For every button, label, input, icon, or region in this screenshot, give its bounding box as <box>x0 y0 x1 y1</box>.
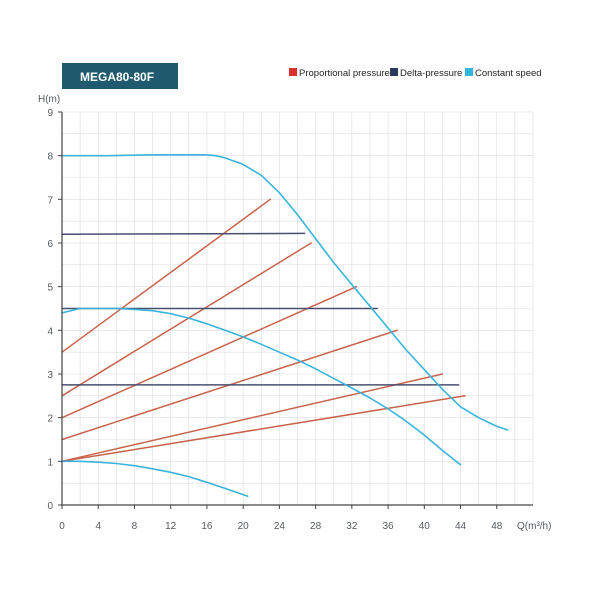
axes <box>61 112 533 506</box>
y-tick-label: 4 <box>47 326 53 337</box>
constant-curve-1 <box>61 154 509 431</box>
x-tick-label: 40 <box>419 521 431 532</box>
y-tick-label: 2 <box>47 414 53 425</box>
y-tick-label: 1 <box>47 457 53 468</box>
y-tick-label: 9 <box>47 108 53 119</box>
x-tick-label: 0 <box>59 521 65 532</box>
series-layer <box>61 154 509 498</box>
x-tick-label: 8 <box>132 521 138 532</box>
proportional-curve-5 <box>61 373 444 463</box>
x-tick-label: 36 <box>383 521 395 532</box>
legend-label-proportional: Proportional pressure <box>299 68 390 79</box>
y-tick-label: 5 <box>47 283 53 294</box>
x-tick-label: 44 <box>455 521 467 532</box>
legend: Proportional pressure Delta-pressure Con… <box>289 68 542 79</box>
proportional-curve-1 <box>61 198 272 353</box>
delta-curve-1 <box>61 232 306 236</box>
constant-curve-2 <box>61 307 462 466</box>
legend-swatch-delta <box>390 68 398 76</box>
y-tick-label: 3 <box>47 370 53 381</box>
legend-label-constant: Constant speed <box>475 68 542 79</box>
proportional-curve-2 <box>61 242 312 397</box>
x-tick-label: 16 <box>201 521 213 532</box>
constant-curve-3 <box>61 460 249 498</box>
x-tick-label: 28 <box>310 521 322 532</box>
legend-swatch-proportional <box>289 68 297 76</box>
legend-item-constant: Constant speed <box>465 68 542 79</box>
legend-swatch-constant <box>465 68 473 76</box>
x-tick-label: 32 <box>346 521 358 532</box>
chart-title-box: MEGA80-80F <box>62 63 178 89</box>
x-tick-label: 48 <box>491 521 503 532</box>
x-tick-label: 24 <box>274 521 286 532</box>
title-background <box>62 63 178 89</box>
x-axis-label: Q(m³/h) <box>517 521 551 532</box>
x-tick-label: 20 <box>238 521 250 532</box>
y-tick-label: 7 <box>47 195 53 206</box>
legend-item-proportional: Proportional pressure <box>289 68 390 79</box>
y-tick-label: 0 <box>47 501 53 512</box>
chart-title: MEGA80-80F <box>80 70 154 84</box>
y-tick-label: 6 <box>47 239 53 250</box>
x-tick-label: 4 <box>95 521 101 532</box>
legend-label-delta: Delta-pressure <box>400 68 462 79</box>
y-axis-label: H(m) <box>38 94 60 105</box>
x-tick-label: 12 <box>165 521 177 532</box>
proportional-curve-6 <box>61 395 466 463</box>
legend-item-delta: Delta-pressure <box>390 68 462 79</box>
y-tick-label: 8 <box>47 152 53 163</box>
